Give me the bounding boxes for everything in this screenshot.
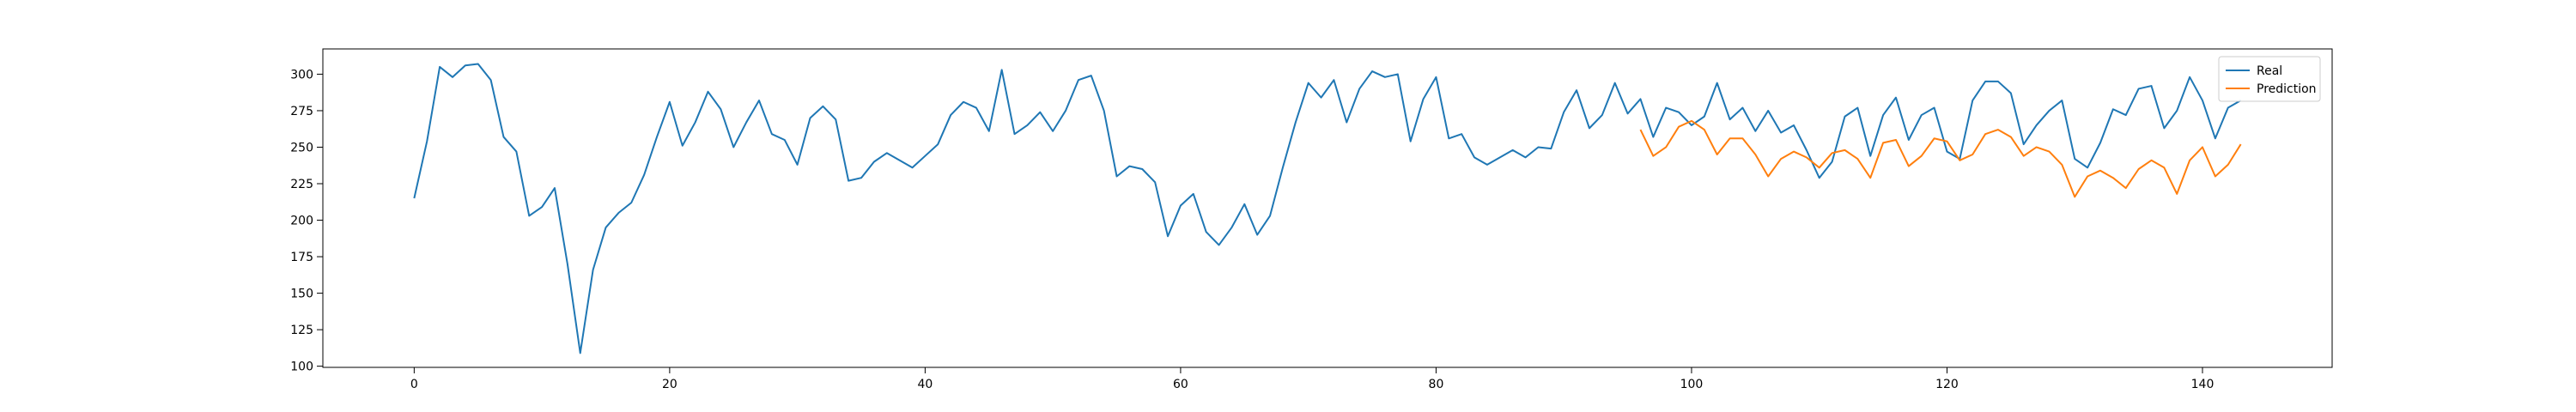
axis-ticks: 0 20 40 60 80 100 120 140 100 125 150 175 200 225 250 2… (290, 68, 2214, 391)
y-tick-label: 300 (290, 68, 313, 82)
x-tick-label: 60 (1173, 378, 1188, 391)
x-tick-label: 100 (1680, 378, 1704, 391)
series-lines (413, 63, 2242, 354)
x-tick-label: 140 (2191, 378, 2215, 391)
x-tick-label: 120 (1935, 378, 1959, 391)
x-tick-label: 40 (917, 378, 933, 391)
y-tick-label: 225 (290, 178, 313, 191)
y-tick-label: 200 (290, 215, 313, 228)
legend: Real Prediction (2218, 56, 2321, 102)
x-tick-label: 20 (662, 378, 677, 391)
x-tick-label: 80 (1429, 378, 1444, 391)
legend-box (2218, 56, 2321, 102)
plot-frame (322, 48, 2333, 368)
legend-label-real: Real (2257, 64, 2282, 78)
series-line-real (413, 63, 2242, 354)
legend-label-prediction: Prediction (2257, 82, 2317, 96)
y-tick-label: 250 (290, 141, 313, 154)
y-tick-label: 150 (290, 288, 313, 301)
y-tick-label: 125 (290, 324, 313, 337)
series-line-prediction (1639, 119, 2242, 198)
y-tick-label: 100 (290, 360, 313, 374)
y-tick-label: 175 (290, 251, 313, 264)
y-tick-label: 275 (290, 105, 313, 118)
x-tick-label: 0 (410, 378, 418, 391)
